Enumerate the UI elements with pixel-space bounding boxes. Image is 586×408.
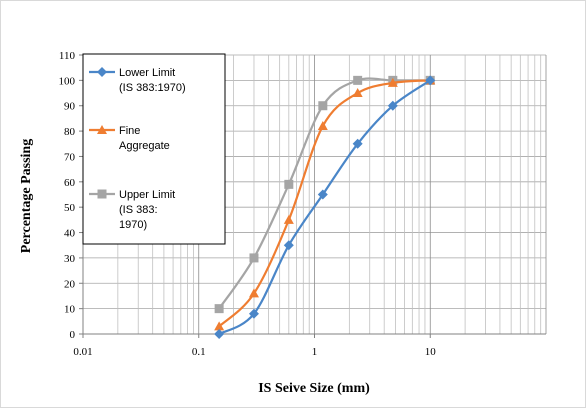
data-point: [318, 101, 328, 111]
y-tick-label: 60: [64, 177, 76, 189]
legend: Lower Limit(IS 383:1970)FineAggregateUpp…: [82, 53, 226, 245]
y-tick-label: 40: [64, 228, 76, 240]
data-point: [317, 189, 328, 200]
y-tick-label: 10: [64, 304, 76, 316]
data-point: [214, 321, 225, 331]
legend-swatch-marker: [97, 67, 107, 77]
data-point: [214, 329, 225, 339]
legend-label: Upper Limit: [119, 189, 175, 201]
legend-label: Lower Limit: [119, 67, 175, 79]
series: [214, 75, 436, 339]
data-point: [214, 304, 224, 314]
legend-box: [82, 53, 226, 245]
series-diamond-group: [214, 75, 436, 339]
legend-label: (IS 383:: [119, 204, 158, 216]
x-tick-label: 10: [425, 346, 437, 358]
data-point: [284, 179, 294, 189]
legend-label: 1970): [119, 219, 147, 231]
y-axis-title: Percentage Passing: [19, 139, 34, 253]
x-axis-title: IS Seive Size (mm): [258, 381, 370, 396]
legend-label: Fine: [119, 125, 140, 137]
data-point: [283, 214, 294, 224]
data-point: [387, 100, 398, 111]
y-tick-label: 70: [64, 151, 76, 163]
data-point: [283, 240, 294, 251]
data-point: [248, 308, 259, 319]
legend-swatch-marker: [97, 189, 107, 199]
data-point: [317, 121, 328, 131]
data-point: [249, 253, 259, 263]
y-tick-label: 50: [64, 202, 76, 214]
y-tick-label: 20: [64, 278, 76, 290]
data-point: [248, 288, 259, 298]
y-tick-label: 80: [64, 126, 76, 138]
legend-swatch-marker: [97, 125, 107, 134]
y-tick-label: 90: [64, 101, 76, 113]
legend-label: Aggregate: [119, 140, 170, 152]
x-tick-label: 1: [312, 346, 318, 358]
y-tick-label: 30: [64, 253, 76, 265]
data-point: [352, 88, 363, 98]
y-tick-label: 110: [59, 50, 76, 62]
y-tick-label: 100: [59, 75, 76, 87]
data-point: [425, 75, 436, 86]
data-point: [352, 138, 363, 149]
legend-label: (IS 383:1970): [119, 82, 186, 94]
x-tick-label: 0.01: [73, 346, 92, 358]
y-tick-label: 0: [70, 329, 76, 341]
series-triangle-group: [214, 75, 436, 331]
x-tick-label: 0.1: [192, 346, 206, 358]
data-point: [353, 75, 363, 85]
data-point: [387, 77, 398, 87]
